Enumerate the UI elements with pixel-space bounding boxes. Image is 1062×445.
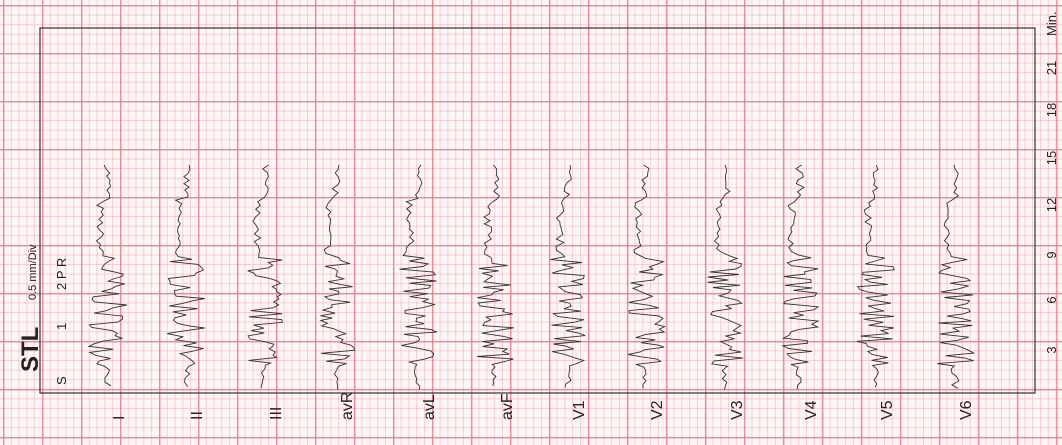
lead-label: V4 [803, 400, 820, 420]
time-tick-label: 18 [1044, 103, 1059, 117]
lead-trace [247, 164, 283, 389]
lead-label: avL [421, 394, 438, 420]
lead-label: V2 [649, 400, 666, 420]
scale-label: 0.5 mm/Div [27, 244, 39, 300]
time-tick-label: 3 [1044, 346, 1059, 353]
lead-trace [319, 164, 356, 390]
lead-label: V6 [958, 400, 975, 420]
lead-trace [477, 164, 514, 386]
time-tick-label: 6 [1044, 296, 1059, 303]
lead-label: V5 [879, 400, 896, 420]
marker: S [54, 376, 69, 385]
lead-trace [937, 164, 976, 389]
time-tick-label: 21 [1044, 61, 1059, 75]
title: STL [17, 327, 44, 372]
lead-label: I [111, 416, 128, 420]
lead-label: III [268, 407, 285, 420]
marker: 1 [54, 323, 69, 330]
time-tick-label: 15 [1044, 151, 1059, 165]
lead-trace [856, 164, 895, 388]
trend-frame [39, 27, 1036, 394]
lead-trace [781, 164, 820, 390]
traces [87, 164, 976, 391]
marker: 2 P R [54, 258, 69, 290]
lead-label: V1 [571, 400, 588, 420]
time-tick-label: 9 [1044, 251, 1059, 258]
time-tick-label: 12 [1044, 198, 1059, 212]
lead-trace [628, 164, 667, 389]
lead-trace [707, 164, 744, 391]
lead-label: avF [499, 393, 516, 420]
time-unit: Min. [1044, 11, 1059, 36]
lead-trace [87, 164, 127, 387]
lead-trace [399, 164, 437, 390]
lead-label: avR [339, 392, 356, 420]
lead-trace [550, 164, 586, 388]
lead-trace [167, 164, 205, 387]
lead-label: II [189, 411, 206, 420]
lead-label: V3 [729, 400, 746, 420]
